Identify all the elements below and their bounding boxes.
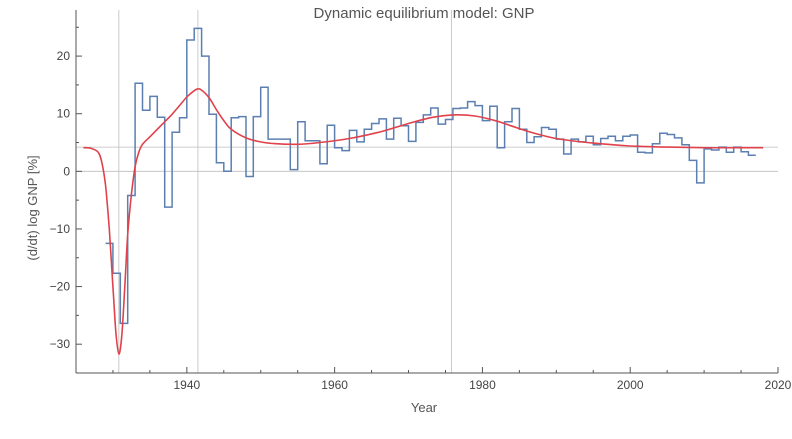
axes: 1940 1960 1980 2000 2020 −30 −20 −10 0 10 20 xyxy=(50,10,792,392)
y-axis-label: (d/dt) log GNP [%] xyxy=(25,155,40,260)
grid-lines xyxy=(76,10,778,373)
x-tick-label: 1980 xyxy=(469,378,496,392)
x-tick-label: 2000 xyxy=(617,378,644,392)
y-tick-label: 0 xyxy=(63,164,70,178)
y-tick-label: 20 xyxy=(57,49,71,63)
x-tick-label: 2020 xyxy=(765,378,792,392)
model-line xyxy=(83,88,764,355)
chart-title: Dynamic equilibrium model: GNP xyxy=(314,5,535,22)
y-tick-label: −20 xyxy=(50,280,71,294)
y-tick-label: −30 xyxy=(50,337,71,351)
data-step-line xyxy=(105,27,756,325)
x-axis-label: Year xyxy=(411,400,438,415)
y-tick-label: −10 xyxy=(50,222,71,236)
x-tick-label: 1960 xyxy=(321,378,348,392)
y-tick-label: 10 xyxy=(57,107,71,121)
x-tick-label: 1940 xyxy=(173,378,200,392)
series xyxy=(83,27,764,355)
